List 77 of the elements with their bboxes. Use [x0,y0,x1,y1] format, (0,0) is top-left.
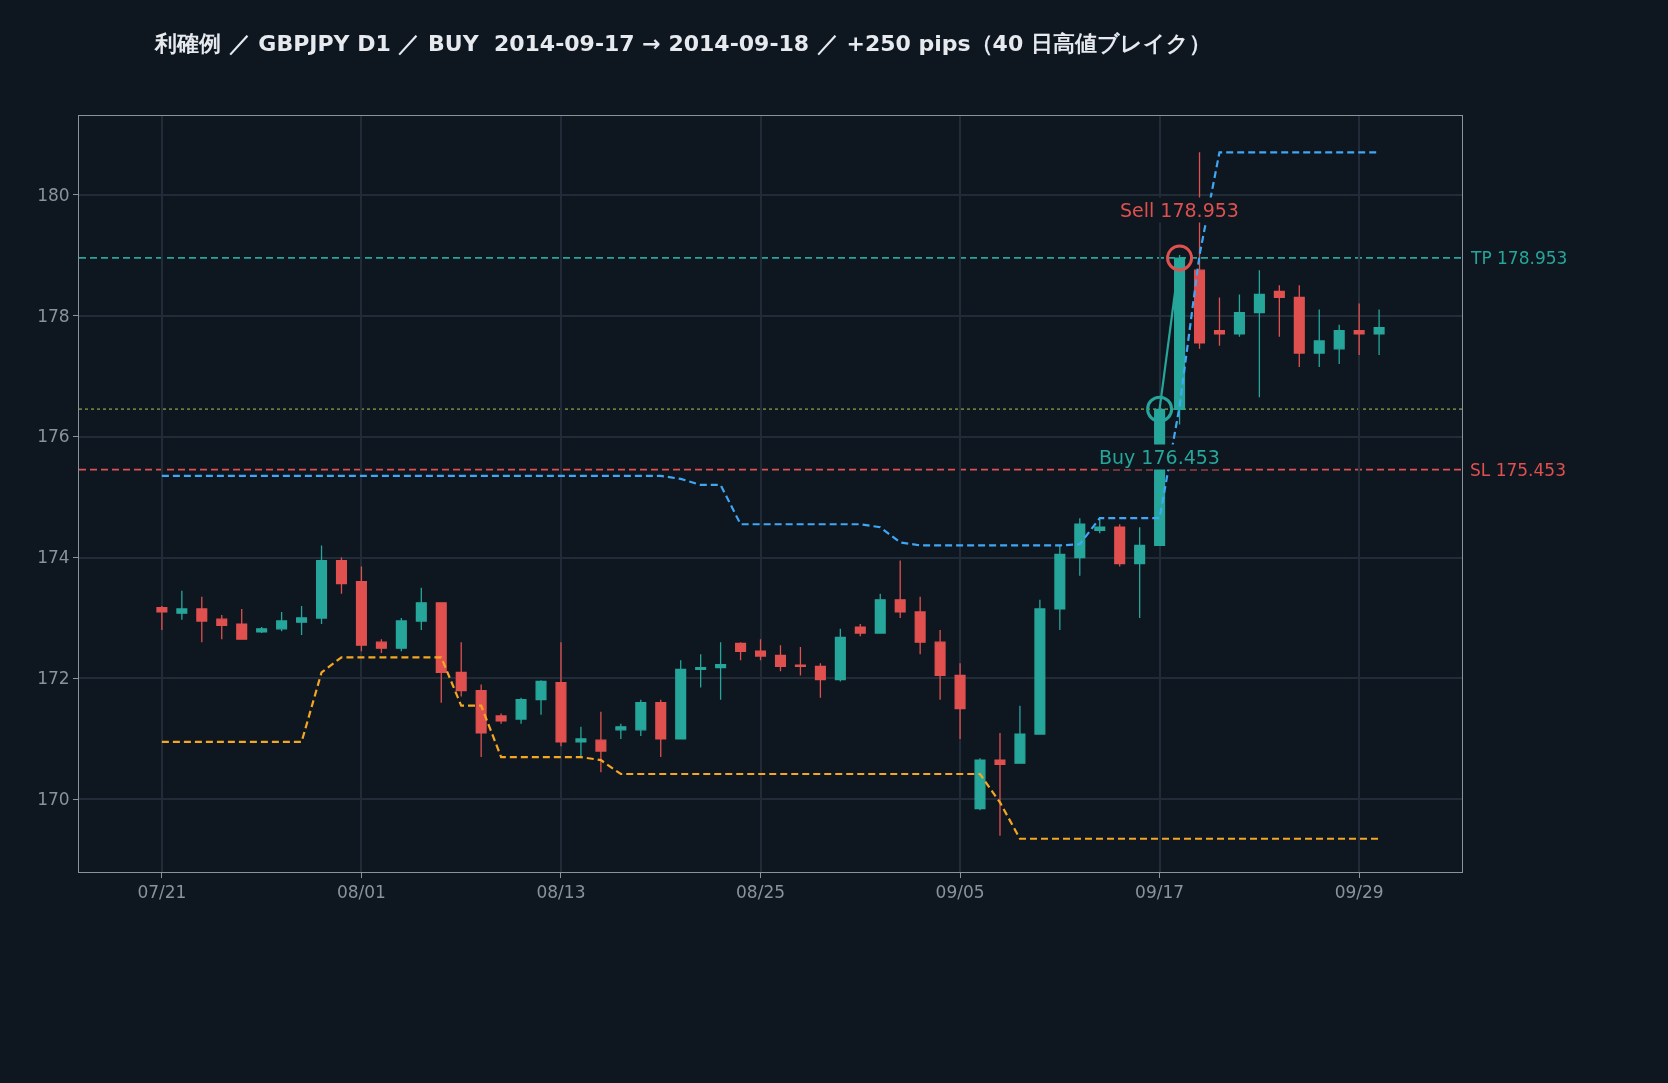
candlestick [595,711,607,773]
ref-line-label: SL 175.453 [1470,460,1566,480]
candlestick [814,662,826,699]
candlestick [834,628,846,683]
ref-line-label: TP 178.953 [1470,248,1568,268]
candlestick [675,659,687,740]
candlestick [1134,526,1146,619]
candlestick [954,662,966,740]
candlestick [655,698,667,758]
candlestick [1313,308,1325,368]
candlestick [455,641,467,698]
candlestick [296,605,308,636]
candlestick [1213,296,1226,347]
candlestick [276,611,288,632]
candlestick [575,726,587,758]
candlestick [196,596,208,643]
candlestick [435,602,447,704]
candlestick [774,644,787,672]
candlestick [754,638,767,661]
candlestick [1233,293,1245,338]
x-tick-label: 08/13 [536,882,586,903]
candlestick [335,556,348,595]
candlestick [1373,308,1385,356]
x-tick-label: 08/01 [336,882,386,903]
candlestick [1034,599,1046,735]
y-tick-label: 180 [37,184,70,205]
annotation: Sell 178.953 [1120,199,1239,221]
candlestick [395,617,407,652]
candlestick [515,697,527,725]
candlestick [715,641,727,701]
candlestick [974,757,986,811]
candlestick [256,626,268,634]
candlestick [994,732,1006,837]
candlestick [1253,269,1265,398]
x-tick-label: 09/29 [1334,882,1384,903]
candlestick [1014,705,1026,764]
candlestick [216,614,228,640]
candlestick [854,623,866,637]
candlestick [375,638,387,654]
candlestick [355,565,367,652]
chart-title: 利確例 ／ GBPJPY D1 ／ BUY 2014-09-17 → 2014-09-18 ／ +250 pips（40 日高値ブレイク） [154,30,1211,56]
candlestick [475,683,487,758]
candlestick [695,653,707,689]
x-tick-label: 09/05 [935,882,985,903]
candlestick [555,641,567,747]
candlestick [1293,284,1305,368]
candlestick [1273,284,1285,338]
y-tick-label: 178 [37,305,70,326]
x-tick-label: 07/21 [137,882,187,903]
candlestick [415,587,427,631]
x-tick-label: 09/17 [1135,882,1185,903]
candlestick [535,679,547,716]
candlestick [934,629,946,701]
candlestick [1054,544,1066,631]
candlestick [1353,302,1365,356]
candlestick [1114,523,1126,568]
candlestick [735,641,747,661]
candlestick [615,723,627,740]
candlestick [156,605,168,631]
candlestick [1333,324,1345,365]
candlestick [1074,517,1086,577]
y-tick-label: 172 [37,668,70,689]
candlestick [914,596,926,655]
annotation: Buy 176.453 [1099,446,1220,468]
candlestick [315,544,328,625]
candlestick [176,590,188,621]
y-tick-label: 176 [37,426,70,447]
line-series [160,656,1381,840]
x-tick-label: 08/25 [736,882,786,903]
y-tick-label: 174 [37,547,70,568]
candlestick [874,593,886,634]
y-tick-label: 170 [37,789,70,810]
candlestick [236,608,248,640]
candlestick [635,698,647,737]
candlestick [495,712,507,725]
candlestick [894,559,906,619]
candlestick [794,646,806,677]
